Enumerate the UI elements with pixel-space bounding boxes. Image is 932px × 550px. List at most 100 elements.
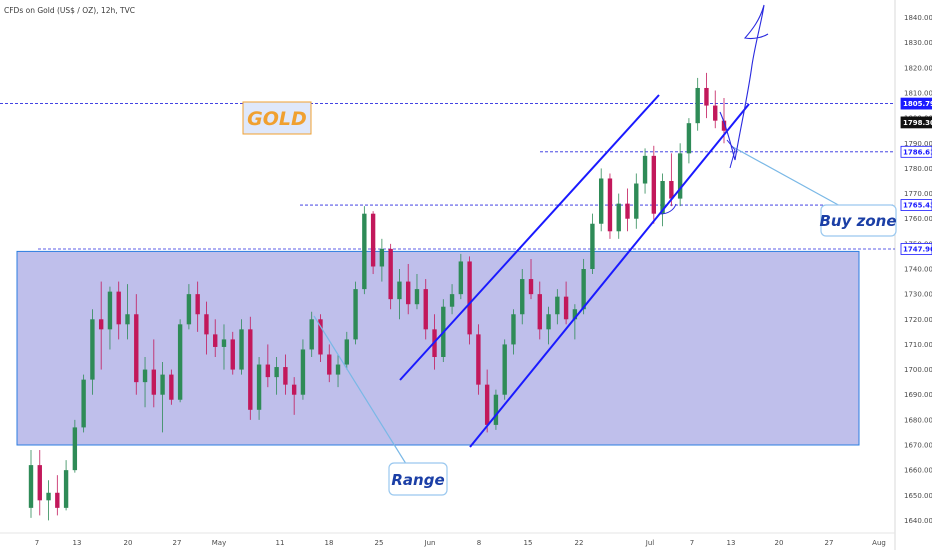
price-label-box	[900, 97, 932, 110]
candle-body	[546, 314, 551, 330]
x-tick-label: Jul	[645, 539, 655, 547]
candle-body	[476, 334, 481, 385]
candle-body	[213, 334, 218, 347]
candle-body	[134, 314, 139, 383]
candle-body	[511, 314, 516, 345]
candle-body	[230, 339, 235, 370]
y-tick-label: 1650.00	[904, 492, 932, 500]
y-tick-label: 1720.00	[904, 316, 932, 324]
support-scribble	[659, 203, 677, 215]
candle-body	[660, 181, 665, 214]
buy-zone-callout-label: Buy zone	[820, 212, 897, 230]
candle-body	[493, 394, 499, 425]
y-tick-label: 1700.00	[904, 366, 932, 374]
candles-group	[28, 72, 727, 521]
candle-body	[713, 105, 718, 121]
channel-line	[469, 103, 750, 448]
candle-body	[555, 296, 560, 315]
candle-body	[318, 319, 323, 355]
candle-body	[616, 203, 621, 232]
candle-body	[467, 261, 472, 335]
candle-body	[458, 261, 464, 295]
candle-body	[634, 183, 639, 219]
candle-body	[695, 87, 700, 124]
candle-body	[370, 213, 376, 267]
candle-body	[625, 203, 630, 219]
candle-body	[598, 178, 604, 224]
y-tick-label: 1810.00	[904, 90, 932, 98]
y-tick-label: 1710.00	[904, 341, 932, 349]
x-tick-label: 13	[727, 539, 736, 547]
price-label: 1805.79	[903, 100, 932, 108]
x-tick-label: 20	[124, 539, 133, 547]
candle-body	[160, 374, 165, 395]
range-box	[16, 250, 860, 446]
y-tick-label: 1780.00	[904, 165, 932, 173]
candle-body	[362, 213, 367, 290]
candle-body	[28, 465, 34, 508]
candle-body	[590, 223, 595, 269]
candle-body	[414, 289, 420, 305]
candle-body	[256, 364, 262, 410]
candle-body	[125, 314, 130, 325]
candle-body	[335, 364, 341, 375]
buy-zone-callout-box	[820, 204, 897, 237]
candle-body	[283, 367, 288, 385]
candle-body	[204, 314, 209, 335]
x-tick-label: 20	[775, 539, 784, 547]
buy-zone-callout-pointer	[732, 146, 843, 208]
gold-label-box	[242, 101, 312, 135]
candle-body	[248, 329, 253, 410]
candle-body	[669, 181, 674, 199]
candle-body	[63, 470, 69, 508]
y-tick-label: 1770.00	[904, 190, 932, 198]
gold-label: GOLD	[247, 108, 307, 130]
candle-body	[406, 281, 411, 305]
candle-body	[642, 155, 648, 184]
channel-line	[399, 94, 660, 381]
candle-body	[98, 319, 104, 330]
candle-body	[563, 296, 569, 320]
price-label-box	[900, 145, 932, 158]
y-tick-label: 1640.00	[904, 517, 932, 525]
x-tick-label: 15	[524, 539, 533, 547]
x-tick-label: 11	[276, 539, 285, 547]
range-callout-box	[388, 462, 448, 496]
candle-body	[300, 349, 306, 395]
candle-body	[90, 319, 95, 380]
y-tick-label: 1690.00	[904, 391, 932, 399]
candle-body	[581, 269, 586, 310]
y-tick-label: 1790.00	[904, 140, 932, 148]
candle-body	[107, 291, 113, 330]
projection-scribble	[719, 4, 769, 161]
candle-body	[116, 291, 121, 325]
candle-body	[572, 309, 578, 320]
candle-body	[274, 367, 279, 378]
candle-body	[72, 427, 78, 471]
y-tick-label: 1760.00	[904, 215, 932, 223]
candle-body	[55, 492, 60, 508]
candle-body	[528, 279, 534, 295]
candle-body	[449, 294, 455, 307]
price-label: 1786.61	[903, 148, 932, 156]
candle-body	[309, 319, 314, 350]
price-label-box	[900, 116, 932, 129]
candle-body	[81, 379, 86, 428]
candle-body	[186, 294, 192, 325]
price-axis-bg	[895, 0, 932, 550]
x-tick-label: 13	[73, 539, 82, 547]
y-tick-label: 1680.00	[904, 416, 932, 424]
x-tick-label: 27	[173, 539, 182, 547]
candle-body	[239, 329, 244, 370]
buy-zone-scribble	[726, 139, 736, 169]
candle-body	[195, 294, 200, 315]
chart-title: CFDs on Gold (US$ / OZ), 12h, TVC	[4, 6, 135, 15]
candle-body	[520, 279, 525, 315]
price-label: 1747.96	[903, 245, 932, 253]
x-tick-label: 7	[35, 539, 39, 547]
y-tick-label: 1840.00	[904, 14, 932, 22]
candle-body	[502, 344, 507, 395]
candle-body	[169, 374, 174, 400]
